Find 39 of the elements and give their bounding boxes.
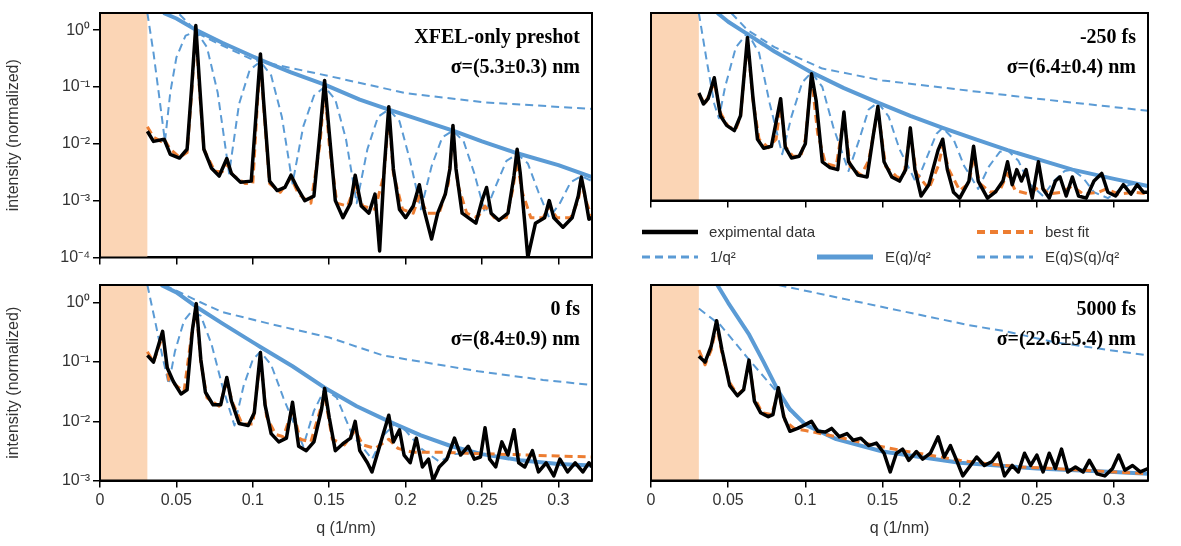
y-tick-label: 10⁻¹ [61, 352, 90, 370]
annotation: σ=(8.4±0.9) nm [450, 327, 581, 350]
y-tick-label: 10⁻² [61, 134, 91, 152]
annotation: -250 fs [1079, 25, 1137, 47]
x-tick-label: 0.05 [712, 490, 744, 508]
annotation: 0 fs [550, 297, 581, 319]
annotation: σ=(6.4±0.4) nm [1006, 55, 1137, 78]
x-tick-label: 0.2 [394, 490, 417, 508]
x-tick-label: 0 [646, 490, 656, 508]
legend-label: E(q)S(q)/q² [1045, 248, 1120, 265]
x-tick-label: 0.15 [866, 490, 899, 508]
x-tick-label: 0.25 [466, 490, 498, 508]
x-tick-label: 0.15 [313, 490, 345, 508]
y-tick-label: 10⁻² [61, 411, 91, 429]
y-axis-title: intensity (normalized) [4, 59, 22, 212]
x-tick-label: 0.2 [948, 490, 971, 508]
annotation: σ=(5.3±0.3) nm [450, 55, 581, 78]
legend-label: expimental data [709, 223, 815, 240]
annotation: XFEL-only preshot [414, 25, 581, 48]
y-tick-label: 10⁰ [66, 293, 90, 311]
x-axis-title: q (1/nm) [316, 518, 376, 536]
x-tick-label: 0.1 [794, 490, 817, 508]
y-axis-title: intensity (normalized) [4, 306, 22, 459]
legend-label: best fit [1045, 223, 1090, 240]
x-axis-title: q (1/nm) [869, 518, 930, 536]
x-tick-label: 0.3 [1102, 490, 1126, 508]
y-tick-label: 10⁻³ [61, 471, 91, 489]
y-tick-label: 10⁻³ [61, 190, 91, 208]
x-tick-label: 0.1 [241, 490, 265, 508]
y-tick-label: 10⁻¹ [61, 77, 90, 95]
y-tick-label: 10⁻⁴ [60, 247, 91, 265]
x-tick-label: 0.05 [160, 490, 193, 508]
x-tick-label: 0 [95, 490, 105, 508]
y-tick-label: 10⁰ [66, 20, 90, 38]
annotation: 5000 fs [1076, 297, 1137, 319]
legend-label: 1/q² [710, 248, 736, 265]
x-tick-label: 0.3 [547, 490, 570, 508]
x-tick-label: 0.25 [1021, 490, 1053, 508]
legend-label: E(q)/q² [885, 248, 931, 265]
